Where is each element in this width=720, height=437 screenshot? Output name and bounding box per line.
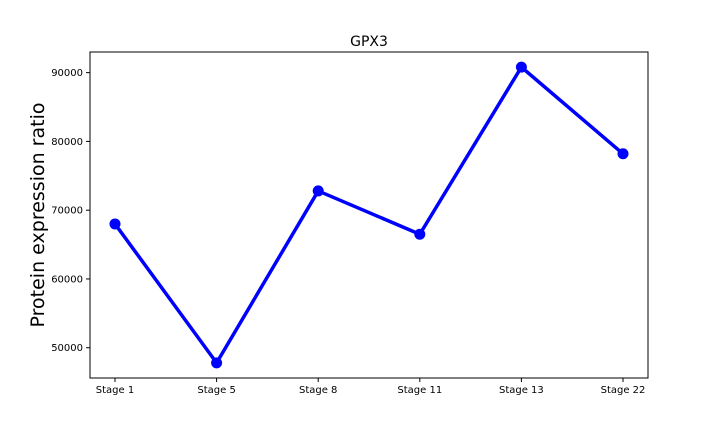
y-tick-label: 90000 bbox=[51, 68, 83, 79]
x-tick-label: Stage 13 bbox=[499, 385, 544, 396]
x-tick-label: Stage 8 bbox=[299, 385, 337, 396]
y-axis-label: Protein expression ratio bbox=[27, 103, 49, 328]
x-tick-label: Stage 11 bbox=[397, 385, 442, 396]
series-line bbox=[113, 65, 625, 365]
plot-area: Stage 1 Stage 5 Stage 8 Stage 11 Stage 13 Sta… bbox=[51, 51, 649, 396]
chart-title: GPX3 bbox=[350, 34, 388, 50]
data-point bbox=[312, 185, 324, 197]
data-point bbox=[617, 148, 629, 160]
y-tick-label: 50000 bbox=[51, 343, 83, 354]
data-point bbox=[109, 218, 121, 230]
data-point bbox=[414, 228, 426, 240]
y-tick-label: 60000 bbox=[51, 274, 83, 285]
plot-frame bbox=[89, 51, 649, 379]
y-tick-label: 70000 bbox=[51, 206, 83, 217]
data-point bbox=[211, 357, 223, 369]
y-tick-label: 80000 bbox=[51, 137, 83, 148]
data-point bbox=[515, 61, 527, 73]
x-tick-label: Stage 5 bbox=[197, 385, 235, 396]
x-tick-label: Stage 1 bbox=[96, 385, 134, 396]
x-tick-label: Stage 22 bbox=[601, 385, 646, 396]
